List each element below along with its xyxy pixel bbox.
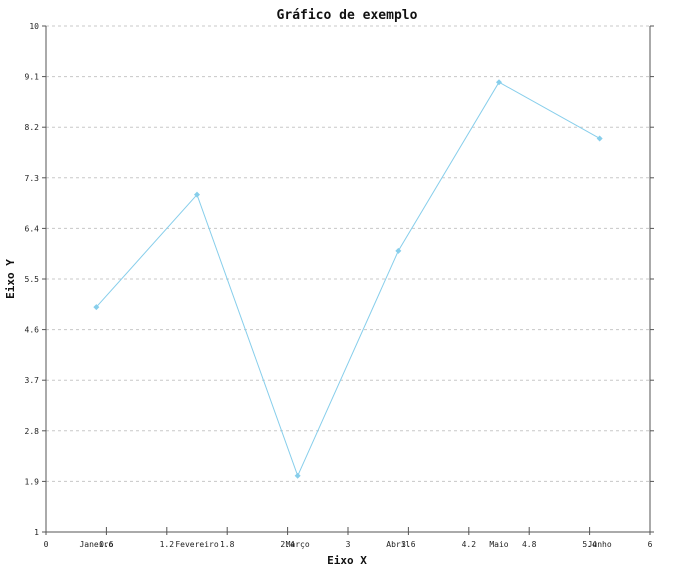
category-label: Maio: [489, 540, 508, 549]
series: [93, 79, 603, 479]
y-tick-label: 2.8: [25, 427, 40, 436]
category-label: Janeiro: [79, 540, 113, 549]
x-tick-label: 0.6: [99, 540, 114, 549]
x-tick-label: 3: [346, 540, 351, 549]
x-tick-label: 2.4: [280, 540, 295, 549]
data-point: [194, 191, 200, 198]
data-point: [496, 79, 502, 86]
y-tick-label: 3.7: [25, 376, 40, 385]
chart-title: Gráfico de exemplo: [277, 8, 418, 23]
data-point: [596, 135, 603, 142]
y-tick-label: 1: [34, 528, 39, 537]
x-tick-label: 6: [648, 540, 653, 549]
x-tick-label: 1.8: [220, 540, 235, 549]
y-tick-label: 8.2: [25, 123, 40, 132]
category-label: Junho: [588, 540, 612, 549]
y-tick-label: 5.5: [25, 275, 40, 284]
category-label: Março: [286, 540, 310, 549]
y-tick-label: 9.1: [25, 73, 40, 82]
data-point: [294, 472, 301, 479]
x-tick-label: 5.4: [582, 540, 597, 549]
x-tick-label: 4.8: [522, 540, 537, 549]
y-tick-label: 1.9: [25, 477, 40, 486]
category-label: Fevereiro: [175, 540, 219, 549]
x-axis-label: Eixo X: [327, 554, 367, 567]
x-tick-label: 0: [44, 540, 49, 549]
x-tick-label: 4.2: [462, 540, 477, 549]
y-axis-label: Eixo Y: [4, 259, 17, 299]
axes: [42, 25, 654, 535]
grid: [46, 25, 650, 482]
y-tick-label: 6.4: [25, 224, 40, 233]
x-tick-label: 1.2: [160, 540, 175, 549]
category-label: Abril: [386, 540, 410, 549]
y-tick-label: 10: [29, 22, 39, 31]
x-tick-label: 3.6: [401, 540, 416, 549]
series-line: [95, 81, 600, 478]
tick-labels: 1 1.9 2.8 3.7 4.6 5.5 6.4 7.3 8.2 9.1 10 0 0.6 1.2 1.8…: [25, 22, 653, 549]
data-point: [93, 304, 100, 311]
data-point: [395, 247, 402, 254]
y-tick-label: 4.6: [25, 326, 40, 335]
y-tick-label: 7.3: [25, 174, 40, 183]
